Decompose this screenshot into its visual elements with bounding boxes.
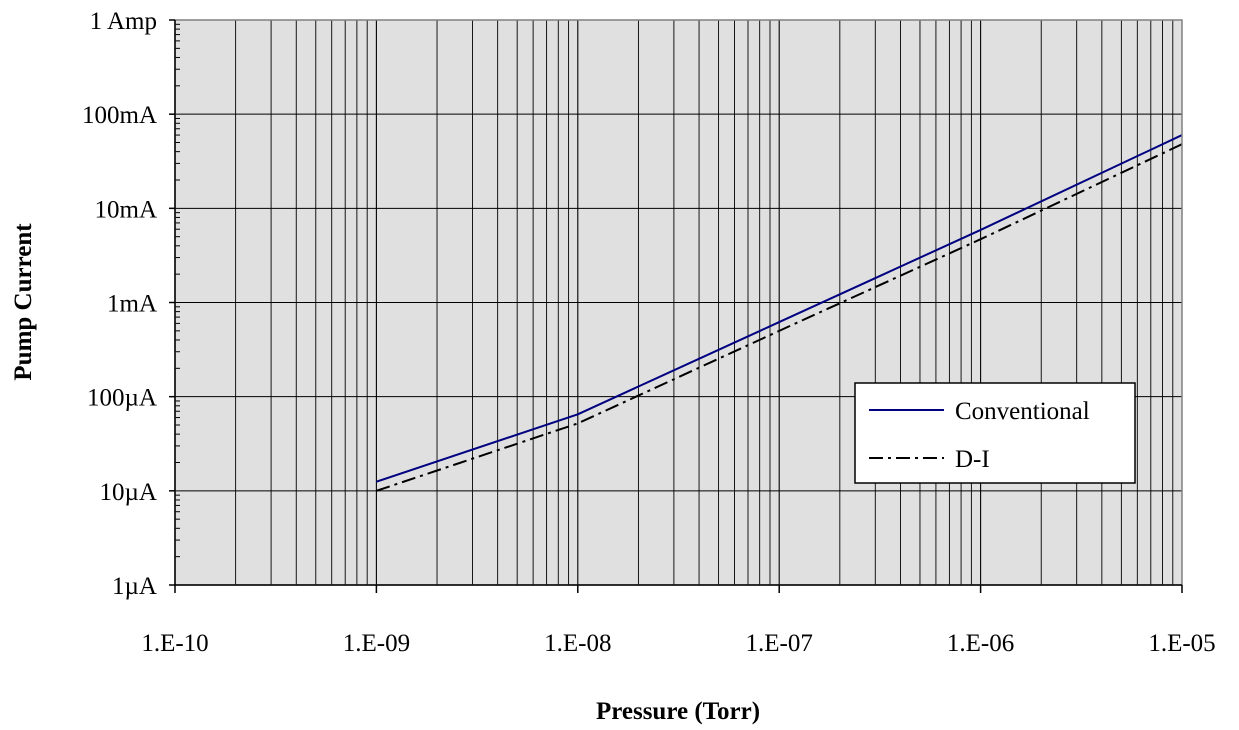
series-line-conventional — [376, 134, 1183, 483]
x-axis-ticks: 1.E-10 1.E-09 1.E-08 1.E-07 1.E-06 1.E-05 — [141, 585, 1216, 657]
series-layer — [376, 134, 1183, 492]
y-axis-title: Pump Current — [10, 223, 37, 381]
y-axis-ticks: 1 Amp 100mA 10mA 1mA 100µA 10µA 1µA — [82, 8, 175, 600]
y-axis-minor-ticks — [175, 23, 180, 558]
x-tick-label: 1.E-08 — [544, 630, 611, 657]
legend: Conventional D-I — [854, 382, 1136, 484]
y-tick-label: 1 Amp — [90, 8, 157, 35]
x-tick-label: 1.E-09 — [343, 630, 410, 657]
y-tick-label: 1µA — [112, 573, 157, 600]
series-line-d-i — [376, 143, 1183, 492]
legend-label-conventional: Conventional — [955, 398, 1090, 425]
x-tick-label: 1.E-05 — [1148, 630, 1215, 657]
y-tick-label: 10µA — [100, 479, 157, 506]
x-axis-title: Pressure (Torr) — [596, 698, 760, 725]
y-tick-label: 100µA — [87, 385, 157, 412]
legend-label-d-i: D-I — [955, 446, 990, 473]
x-tick-label: 1.E-07 — [746, 630, 813, 657]
x-tick-label: 1.E-10 — [141, 630, 208, 657]
y-tick-label: 10mA — [95, 196, 158, 223]
y-tick-label: 1mA — [107, 291, 157, 318]
x-tick-label: 1.E-06 — [947, 630, 1014, 657]
y-tick-label: 100mA — [82, 102, 157, 129]
legend-box — [854, 382, 1136, 484]
